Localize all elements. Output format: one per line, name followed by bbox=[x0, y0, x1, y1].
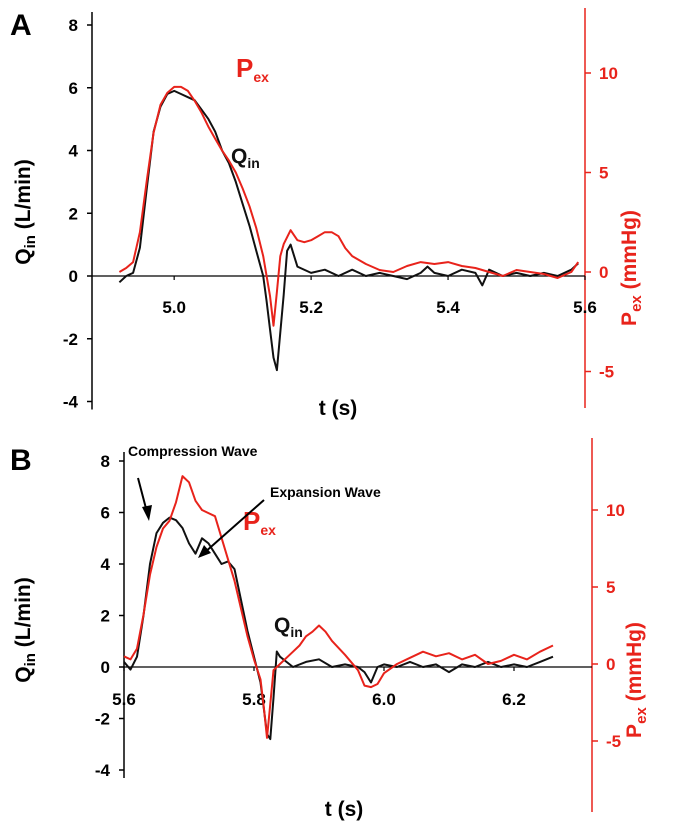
left-y-tick-label: 0 bbox=[69, 267, 78, 286]
x-tick-label: 5.6 bbox=[112, 690, 136, 709]
x-tick-label: 5.0 bbox=[162, 298, 186, 317]
left-y-tick-label: -4 bbox=[95, 761, 111, 780]
right-y-tick-label: -5 bbox=[599, 363, 614, 382]
left-y-tick-label: 6 bbox=[101, 504, 110, 523]
left-y-tick-label: 4 bbox=[101, 555, 111, 574]
x-tick-label: 6.0 bbox=[372, 690, 396, 709]
x-tick-label: 5.6 bbox=[573, 298, 597, 317]
left-y-tick-label: -2 bbox=[95, 710, 110, 729]
x-tick-label: 6.2 bbox=[502, 690, 526, 709]
left-y-tick-label: -2 bbox=[63, 330, 78, 349]
left-y-tick-label: 2 bbox=[101, 607, 110, 626]
right-y-tick-label: 0 bbox=[599, 263, 608, 282]
x-axis-label: t (s) bbox=[319, 397, 358, 420]
chart-panel-b: -4 -2 0 2 4 6 8 -5 0 5 10 5.6 5.8 6.0 6.2 Qin Pex Bt (s) Q… bbox=[10, 438, 650, 821]
panel-letter: A bbox=[10, 9, 32, 42]
series-line-qin bbox=[123, 516, 554, 741]
right-y-axis-label: Pex (mmHg) bbox=[623, 622, 650, 738]
left-y-axis-label: Qin (L/min) bbox=[12, 577, 39, 683]
x-tick-label: 5.4 bbox=[436, 298, 460, 317]
series-line-qin bbox=[118, 89, 579, 372]
series-line-pex bbox=[118, 85, 580, 327]
series-label-pex: Pex bbox=[236, 53, 269, 85]
annotation-arrow-expansion bbox=[203, 499, 265, 554]
chart-panel-a: -4 -2 0 2 4 6 8 -5 0 5 10 5.0 5.2 5.4 5.6 Qin Pex At (s) Q… bbox=[10, 8, 645, 420]
right-y-tick-label: 10 bbox=[606, 501, 625, 520]
x-axis-label: t (s) bbox=[325, 798, 364, 821]
left-y-tick-label: 4 bbox=[69, 142, 79, 161]
annotation-expansion-wave: Expansion Wave bbox=[270, 484, 381, 500]
right-y-tick-label: 5 bbox=[599, 164, 608, 183]
left-y-tick-label: 6 bbox=[69, 79, 78, 98]
right-y-tick-label: 5 bbox=[606, 578, 615, 597]
left-y-tick-label: 2 bbox=[69, 204, 78, 223]
x-tick-label: 5.2 bbox=[299, 298, 323, 317]
series-line-pex bbox=[123, 475, 554, 739]
annotation-arrowhead-compression bbox=[142, 505, 152, 521]
left-y-tick-label: 0 bbox=[101, 658, 110, 677]
series-label-qin: Qin bbox=[231, 145, 260, 171]
left-y-tick-label: -4 bbox=[63, 393, 79, 412]
x-tick-label: 5.8 bbox=[242, 690, 266, 709]
left-y-axis-label: Qin (L/min) bbox=[12, 159, 39, 265]
left-y-tick-label: 8 bbox=[101, 452, 110, 471]
right-y-tick-label: 0 bbox=[606, 655, 615, 674]
annotation-arrowhead-expansion bbox=[198, 545, 211, 558]
annotation-compression-wave: Compression Wave bbox=[128, 443, 258, 459]
left-y-tick-label: 8 bbox=[69, 16, 78, 35]
panel-letter: B bbox=[10, 444, 32, 477]
right-y-tick-label: 10 bbox=[599, 64, 618, 83]
series-label-pex: Pex bbox=[243, 506, 276, 538]
right-y-axis-label: Pex (mmHg) bbox=[618, 210, 645, 326]
series-label-qin: Qin bbox=[274, 614, 303, 640]
right-y-tick-label: -5 bbox=[606, 732, 621, 751]
